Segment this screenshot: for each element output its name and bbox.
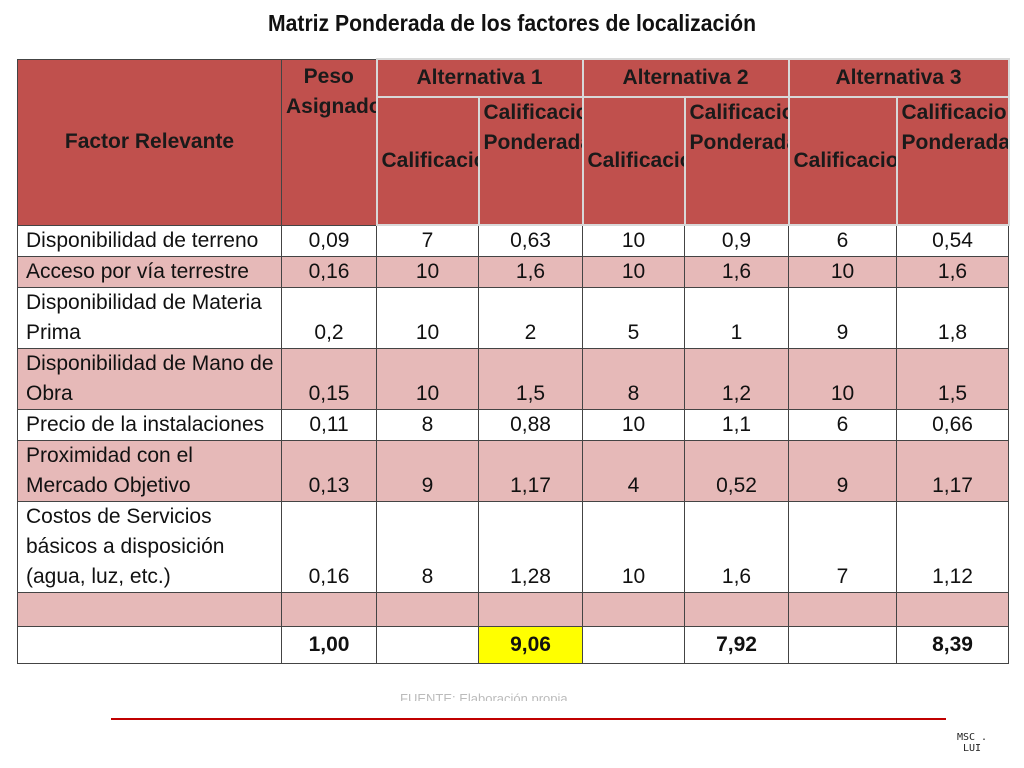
alt3-score-cell: 9 <box>788 440 897 502</box>
table-row: Acceso por vía terrestre 0,16 10 1,6 10 … <box>17 256 1009 288</box>
alt2-score-cell: 5 <box>582 287 685 349</box>
empty-cell <box>376 626 479 664</box>
alt3-score-cell: 10 <box>788 256 897 288</box>
alt1-weighted-cell: 1,28 <box>478 501 583 593</box>
alt2-weighted-cell: 1,2 <box>684 348 789 410</box>
alt1-weighted-cell: 1,6 <box>478 256 583 288</box>
header-alternative-2: Alternativa 2 <box>581 58 790 98</box>
alt1-score-cell: 10 <box>376 256 479 288</box>
table-row: Proximidad con el Mercado Objetivo 0,13 … <box>17 440 1009 502</box>
table-row: Disponibilidad de Materia Prima 0,2 10 2… <box>17 287 1009 349</box>
alt3-weighted-cell: 1,8 <box>896 287 1009 349</box>
factor-cell: Disponibilidad de Mano de Obra <box>17 348 282 410</box>
total-alt1-weighted-cell: 9,06 <box>478 626 583 664</box>
alt3-score-cell: 6 <box>788 409 897 441</box>
empty-cell <box>281 592 377 627</box>
header-weight: Peso Asignado <box>281 58 377 226</box>
empty-cell <box>788 626 897 664</box>
alt3-weighted-cell: 0,66 <box>896 409 1009 441</box>
factor-cell: Disponibilidad de terreno <box>17 224 282 257</box>
alt3-score-cell: 7 <box>788 501 897 593</box>
weight-cell: 0,11 <box>281 409 377 441</box>
alt2-score-cell: 10 <box>582 501 685 593</box>
alt2-weighted-cell: 1,6 <box>684 256 789 288</box>
empty-cell <box>17 592 282 627</box>
header-score-2: Calificacion <box>581 96 686 226</box>
weight-cell: 0,09 <box>281 224 377 257</box>
total-weight-cell: 1,00 <box>281 626 377 664</box>
weighted-matrix-table: Factor Relevante Peso Asignado Alternati… <box>17 58 1010 664</box>
alt3-score-cell: 6 <box>788 224 897 257</box>
alt2-weighted-cell: 1 <box>684 287 789 349</box>
factor-cell: Disponibilidad de Materia Prima <box>17 287 282 349</box>
alt1-weighted-cell: 1,5 <box>478 348 583 410</box>
empty-cell <box>17 626 282 664</box>
empty-cell <box>376 592 479 627</box>
alt1-weighted-cell: 1,17 <box>478 440 583 502</box>
header-alternative-1: Alternativa 1 <box>375 58 584 98</box>
alt3-weighted-cell: 1,17 <box>896 440 1009 502</box>
alt1-score-cell: 10 <box>376 348 479 410</box>
empty-cell <box>684 592 789 627</box>
header-weighted-1: Calificacion Ponderada <box>477 96 584 226</box>
weight-cell: 0,16 <box>281 501 377 593</box>
alt3-score-cell: 10 <box>788 348 897 410</box>
header-score-3: Calificacion <box>787 96 898 226</box>
alt1-weighted-cell: 2 <box>478 287 583 349</box>
weight-cell: 0,2 <box>281 287 377 349</box>
totals-row: 1,00 9,06 7,92 8,39 <box>17 626 1009 664</box>
alt3-weighted-cell: 0,54 <box>896 224 1009 257</box>
alt3-weighted-cell: 1,5 <box>896 348 1009 410</box>
alt2-weighted-cell: 0,9 <box>684 224 789 257</box>
header-weighted-3: Calificacion Ponderada <box>895 96 1010 226</box>
alt2-score-cell: 10 <box>582 409 685 441</box>
factor-cell: Precio de la instalaciones <box>17 409 282 441</box>
table-row: Precio de la instalaciones 0,11 8 0,88 1… <box>17 409 1009 441</box>
alt1-score-cell: 9 <box>376 440 479 502</box>
weight-cell: 0,13 <box>281 440 377 502</box>
empty-cell <box>582 626 685 664</box>
alt1-score-cell: 8 <box>376 501 479 593</box>
factor-cell: Acceso por vía terrestre <box>17 256 282 288</box>
alt1-score-cell: 10 <box>376 287 479 349</box>
weight-cell: 0,16 <box>281 256 377 288</box>
empty-cell <box>788 592 897 627</box>
total-alt2-weighted-cell: 7,92 <box>684 626 789 664</box>
alt3-weighted-cell: 1,12 <box>896 501 1009 593</box>
alt2-weighted-cell: 1,6 <box>684 501 789 593</box>
table-row: Costos de Servicios básicos a disposició… <box>17 501 1009 593</box>
alt1-score-cell: 8 <box>376 409 479 441</box>
total-alt3-weighted-cell: 8,39 <box>896 626 1009 664</box>
alt2-score-cell: 8 <box>582 348 685 410</box>
alt3-score-cell: 9 <box>788 287 897 349</box>
alt2-score-cell: 10 <box>582 256 685 288</box>
header-factor: Factor Relevante <box>17 58 282 226</box>
alt1-weighted-cell: 0,88 <box>478 409 583 441</box>
alt2-weighted-cell: 1,1 <box>684 409 789 441</box>
table-row: Disponibilidad de terreno 0,09 7 0,63 10… <box>17 224 1009 257</box>
empty-row <box>17 592 1009 627</box>
empty-cell <box>478 592 583 627</box>
empty-cell <box>896 592 1009 627</box>
alt1-weighted-cell: 0,63 <box>478 224 583 257</box>
footer-divider <box>111 718 946 720</box>
alt2-weighted-cell: 0,52 <box>684 440 789 502</box>
alt3-weighted-cell: 1,6 <box>896 256 1009 288</box>
header-score-1: Calificacion <box>375 96 480 226</box>
factor-cell: Proximidad con el Mercado Objetivo <box>17 440 282 502</box>
empty-cell <box>582 592 685 627</box>
factor-cell: Costos de Servicios básicos a disposició… <box>17 501 282 593</box>
alt2-score-cell: 10 <box>582 224 685 257</box>
alt2-score-cell: 4 <box>582 440 685 502</box>
footer-author: MSC . LUI <box>956 732 988 754</box>
weight-cell: 0,15 <box>281 348 377 410</box>
header-alternative-3: Alternativa 3 <box>787 58 1010 98</box>
source-note: FUENTE: Elaboración propia <box>400 692 568 701</box>
table-row: Disponibilidad de Mano de Obra 0,15 10 1… <box>17 348 1009 410</box>
header-weighted-2: Calificacion Ponderada <box>683 96 790 226</box>
alt1-score-cell: 7 <box>376 224 479 257</box>
page-title: Matriz Ponderada de los factores de loca… <box>267 10 757 36</box>
